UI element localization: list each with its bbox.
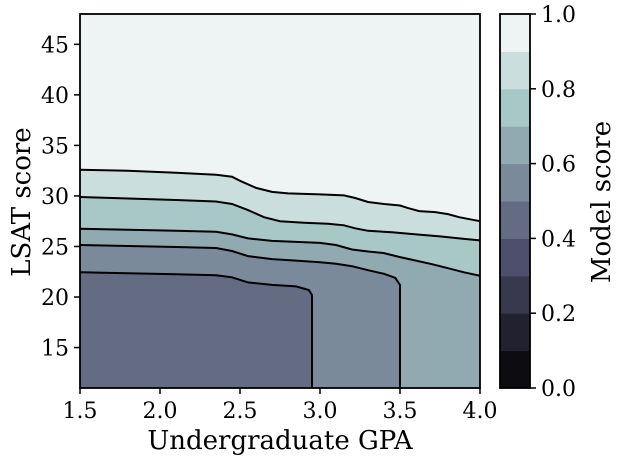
x-tick-label: 2.5	[223, 399, 258, 424]
y-axis-label: LSAT score	[7, 127, 37, 277]
colorbar-tick-label: 0.2	[541, 302, 576, 327]
x-tick-label: 1.5	[63, 399, 98, 424]
contour-line	[80, 244, 401, 388]
colorbar-tick-label: 0.6	[541, 153, 576, 178]
colorbar-cell	[500, 350, 530, 389]
colorbar-cell	[500, 126, 530, 165]
colorbar-cell	[500, 201, 530, 239]
y-tick-label: 45	[41, 33, 69, 58]
colorbar-cell	[500, 163, 530, 202]
contour-line	[80, 196, 480, 242]
y-tick-label: 35	[41, 134, 69, 159]
plot-frame	[79, 13, 481, 389]
colorbar-cell	[500, 313, 530, 352]
colorbar-tick-label: 0.0	[541, 377, 576, 402]
x-tick-label: 4.0	[463, 399, 498, 424]
contour-line	[80, 168, 480, 223]
colorbar-label: Model score	[587, 120, 617, 284]
colorbar-cell	[500, 51, 530, 90]
x-tick-label: 3.0	[303, 399, 338, 424]
contour-line	[80, 227, 480, 277]
colorbar-cell	[500, 88, 530, 127]
contour-band	[80, 272, 312, 388]
colorbar-tick-label: 0.8	[541, 78, 576, 103]
colorbar-tick-label: 1.0	[541, 3, 576, 28]
y-tick-label: 25	[41, 235, 69, 260]
contour-line	[80, 271, 313, 388]
colorbar-frame	[499, 13, 531, 389]
y-tick-label: 40	[41, 84, 69, 109]
x-tick-label: 2.0	[143, 399, 178, 424]
colorbar-cell	[500, 14, 530, 52]
y-tick-label: 20	[41, 286, 69, 311]
y-tick-label: 30	[41, 185, 69, 210]
y-tick-label: 15	[41, 337, 69, 362]
x-tick-label: 3.5	[383, 399, 418, 424]
colorbar-cell	[500, 238, 530, 277]
colorbar-tick-label: 0.4	[541, 227, 576, 252]
colorbar-cell	[500, 275, 530, 314]
x-axis-label: Undergraduate GPA	[147, 426, 413, 456]
